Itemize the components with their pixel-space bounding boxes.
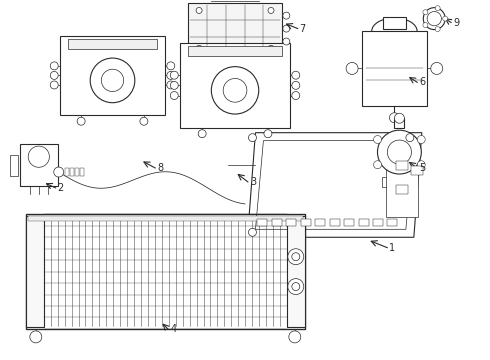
Circle shape [377,130,421,174]
Bar [10,154,18,176]
Circle shape [54,167,64,177]
Bar [396,185,408,194]
Circle shape [50,81,58,89]
Bar [386,143,418,217]
Circle shape [427,12,441,26]
Bar [287,216,305,327]
Circle shape [417,161,425,169]
Circle shape [50,62,58,70]
Text: 7: 7 [299,24,306,33]
Bar [211,0,259,1]
Circle shape [50,71,58,80]
Circle shape [292,81,300,89]
Bar [394,118,404,128]
Circle shape [390,113,399,123]
Bar [80,168,84,176]
Circle shape [289,331,301,343]
Circle shape [292,253,300,261]
Circle shape [167,62,175,70]
Circle shape [394,113,404,123]
Circle shape [196,45,202,51]
Circle shape [167,71,175,80]
Bar [74,168,78,176]
Bar [382,177,417,187]
Circle shape [28,146,49,167]
Text: 8: 8 [157,163,163,173]
Bar [189,46,282,56]
Circle shape [171,81,178,89]
Bar [180,43,290,128]
Circle shape [198,130,206,138]
Bar [396,161,408,170]
Bar [20,144,58,186]
Circle shape [406,134,414,141]
Bar [373,219,383,226]
Bar [315,219,325,226]
Circle shape [171,91,178,99]
Bar [26,214,305,329]
Bar [344,219,354,226]
Circle shape [373,161,382,169]
Circle shape [435,6,440,11]
Bar [60,36,165,115]
Circle shape [140,117,148,125]
Text: 3: 3 [250,177,256,187]
Circle shape [268,45,274,51]
Circle shape [90,58,135,103]
Circle shape [292,283,300,291]
Bar [65,168,69,176]
Bar [286,219,296,226]
Bar [272,219,282,226]
Circle shape [417,135,425,144]
Circle shape [211,67,259,114]
Text: 4: 4 [170,324,176,334]
Bar [188,3,282,54]
Bar [257,219,268,226]
Circle shape [283,12,290,19]
Circle shape [167,81,175,89]
Circle shape [431,62,443,75]
Bar [359,219,368,226]
Bar [388,219,397,226]
Text: 9: 9 [453,18,459,28]
Circle shape [171,71,178,79]
Text: 6: 6 [419,77,425,87]
Circle shape [101,69,123,91]
Bar [330,219,340,226]
Bar [411,166,423,175]
Text: 5: 5 [419,163,425,173]
Circle shape [283,38,290,45]
Circle shape [292,91,300,99]
Bar [68,39,157,49]
Circle shape [196,8,202,13]
Circle shape [283,25,290,32]
Circle shape [423,10,428,15]
Circle shape [443,16,448,21]
Bar [28,216,303,221]
Bar [362,31,427,106]
Circle shape [248,228,256,236]
Bar [301,219,311,226]
Bar [70,168,74,176]
Circle shape [373,135,382,144]
Circle shape [346,62,358,75]
Circle shape [423,8,445,30]
Bar [26,216,44,327]
Circle shape [288,249,304,265]
Circle shape [292,71,300,79]
Circle shape [288,279,304,294]
Bar [383,17,406,29]
Circle shape [435,27,440,32]
Polygon shape [247,133,422,237]
Circle shape [77,117,85,125]
Circle shape [388,140,412,164]
Circle shape [423,23,428,28]
Circle shape [223,78,247,102]
Text: 1: 1 [389,243,395,253]
Circle shape [30,331,42,343]
Circle shape [264,130,272,138]
Text: 2: 2 [57,183,64,193]
Circle shape [268,8,274,13]
Circle shape [248,134,256,141]
